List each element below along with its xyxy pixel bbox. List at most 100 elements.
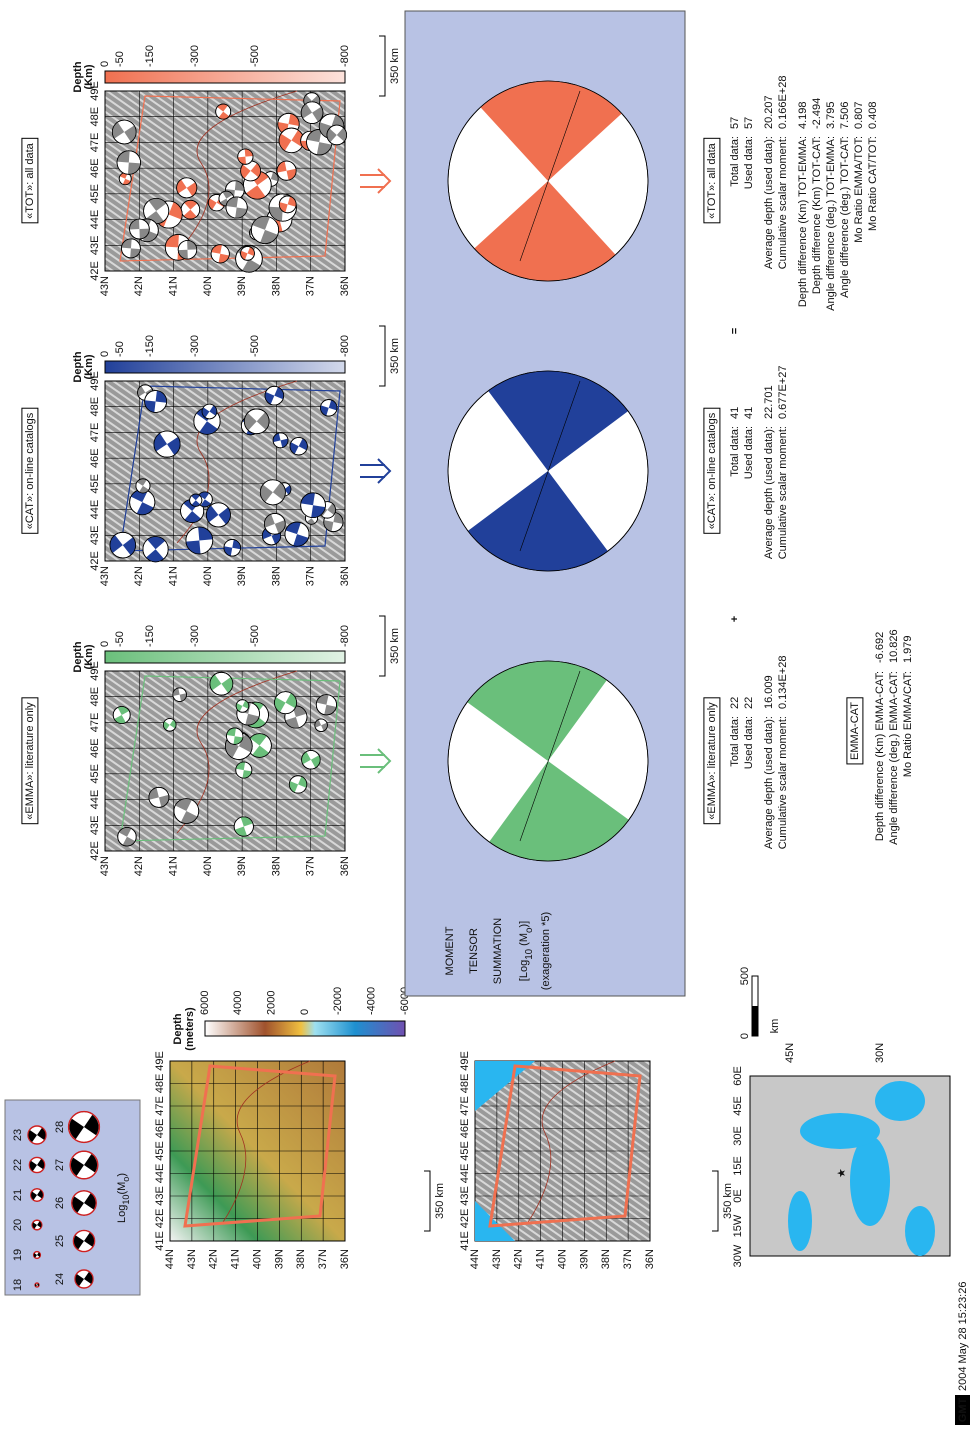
beachball-edge bbox=[129, 218, 150, 240]
beachball-ring bbox=[69, 1150, 99, 1180]
beachball-lobe bbox=[265, 392, 275, 405]
beachball-lobe bbox=[198, 491, 210, 500]
beachball-lobe bbox=[167, 436, 181, 456]
lat-label: 40N bbox=[202, 856, 214, 876]
beachball-lobe bbox=[336, 127, 347, 142]
beachball-lobe bbox=[32, 1222, 37, 1229]
summation-text: TENSOR bbox=[468, 928, 480, 974]
magnitude-label: 23 bbox=[12, 1129, 24, 1141]
scale-bar bbox=[379, 615, 386, 677]
legend-label-part: (M bbox=[116, 1182, 128, 1195]
lat-label: 42N bbox=[513, 1249, 525, 1269]
beachball-lobe bbox=[223, 546, 233, 556]
colorbar-label: -300 bbox=[189, 45, 201, 67]
beachball-edge bbox=[117, 827, 137, 847]
beachball-lobe bbox=[137, 385, 146, 397]
lon-label: 42E bbox=[89, 841, 101, 861]
beachball-edge bbox=[172, 687, 187, 702]
beachball-lobe bbox=[176, 179, 187, 194]
beachball-lobe bbox=[75, 1274, 84, 1287]
beachball-lobe bbox=[202, 407, 210, 418]
scale-label: 350 km bbox=[722, 1183, 734, 1219]
beachball-lobe bbox=[326, 128, 337, 143]
colorbar-label: 4000 bbox=[232, 991, 244, 1015]
beachball-lobe bbox=[84, 1154, 98, 1173]
beachball-lobe bbox=[269, 206, 283, 222]
colorbar-label: -300 bbox=[189, 335, 201, 357]
colorbar-label: 2000 bbox=[266, 991, 278, 1015]
stat-value: 7.506 bbox=[839, 101, 851, 129]
colorbar-label: 6000 bbox=[199, 991, 211, 1015]
beachball-lobe bbox=[273, 433, 281, 443]
colorbar bbox=[104, 650, 346, 664]
lon-label: 48E bbox=[89, 687, 101, 707]
beachball-lobe bbox=[233, 736, 243, 745]
beachball-lobe bbox=[480, 80, 622, 181]
km-unit: km bbox=[769, 1019, 781, 1034]
beachball-lobe bbox=[31, 1191, 37, 1200]
colorbar bbox=[204, 1020, 406, 1037]
lon-label: 43E bbox=[154, 1186, 166, 1206]
lon-label: 48E bbox=[154, 1074, 166, 1094]
lon-label: 45E bbox=[154, 1141, 166, 1161]
stat-value: 0.166E+28 bbox=[777, 75, 789, 129]
lon-label: 49E bbox=[154, 1051, 166, 1071]
beachball-lobe bbox=[279, 133, 292, 151]
beachball-lobe bbox=[244, 412, 257, 431]
study-area bbox=[119, 675, 341, 842]
beachball-edge bbox=[237, 148, 254, 165]
stats-title: «EMMA»: literature only bbox=[706, 702, 718, 820]
stat-value: 22 bbox=[729, 697, 741, 709]
beachball-lobe bbox=[245, 713, 260, 726]
scale-label: 350 km bbox=[434, 1183, 446, 1219]
beachball-lobe bbox=[191, 494, 200, 501]
beachball-lobe bbox=[232, 539, 241, 550]
beachball-edge bbox=[300, 492, 326, 519]
lon-label: 45E bbox=[459, 1141, 471, 1161]
panel-title: «EMMA»: literature only bbox=[24, 702, 36, 820]
colorbar-label: -500 bbox=[249, 45, 261, 67]
stat-label: Total data: bbox=[729, 426, 741, 477]
beachball-lobe bbox=[467, 661, 607, 761]
lon-label: 46E bbox=[459, 1119, 471, 1139]
lon-label: 41E bbox=[154, 1231, 166, 1251]
beachball-lobe bbox=[117, 150, 130, 163]
legend-label-part: o bbox=[121, 1177, 131, 1182]
lon-label: 43E bbox=[89, 235, 101, 255]
beachball-lobe bbox=[333, 512, 344, 524]
nodal-line bbox=[519, 90, 581, 262]
stat-value: 22 bbox=[743, 697, 755, 709]
stat-value: 3.795 bbox=[825, 101, 837, 129]
km-tick: 500 bbox=[739, 967, 751, 985]
beachball-edge bbox=[447, 660, 649, 862]
beachball-lobe bbox=[130, 248, 141, 258]
beachball-lobe bbox=[139, 228, 150, 239]
beachball-lobe bbox=[300, 492, 315, 506]
colorbar-title: (Km) bbox=[83, 64, 95, 89]
magnitude-label: 24 bbox=[54, 1273, 66, 1285]
beachball-edge bbox=[274, 691, 297, 715]
beachball-lobe bbox=[242, 700, 249, 709]
lon-label: 46E bbox=[89, 448, 101, 468]
stat-value: 1.979 bbox=[902, 635, 914, 663]
lat-label: 39N bbox=[236, 566, 248, 586]
beachball-lobe bbox=[217, 104, 228, 112]
beachball-lobe bbox=[262, 527, 272, 540]
lon-label: 48E bbox=[89, 397, 101, 417]
beachball-lobe bbox=[209, 405, 217, 416]
lon-label: 15E bbox=[732, 1156, 744, 1176]
lon-label: 44E bbox=[89, 500, 101, 520]
lon-label: 49E bbox=[89, 661, 101, 681]
lat-label: 40N bbox=[556, 1249, 568, 1269]
beachball-edge bbox=[153, 430, 181, 458]
nodal-line bbox=[519, 670, 581, 842]
beachball-edge bbox=[235, 245, 263, 273]
beachball-lobe bbox=[37, 1127, 46, 1140]
stat-label: Depth difference (Km) TOT-EMMA: bbox=[797, 136, 809, 307]
stat-label: Used data: bbox=[743, 716, 755, 769]
study-area bbox=[183, 1064, 337, 1228]
beachball-lobe bbox=[488, 371, 629, 471]
beachball-lobe bbox=[235, 207, 248, 219]
scale-bar bbox=[424, 1170, 431, 1232]
